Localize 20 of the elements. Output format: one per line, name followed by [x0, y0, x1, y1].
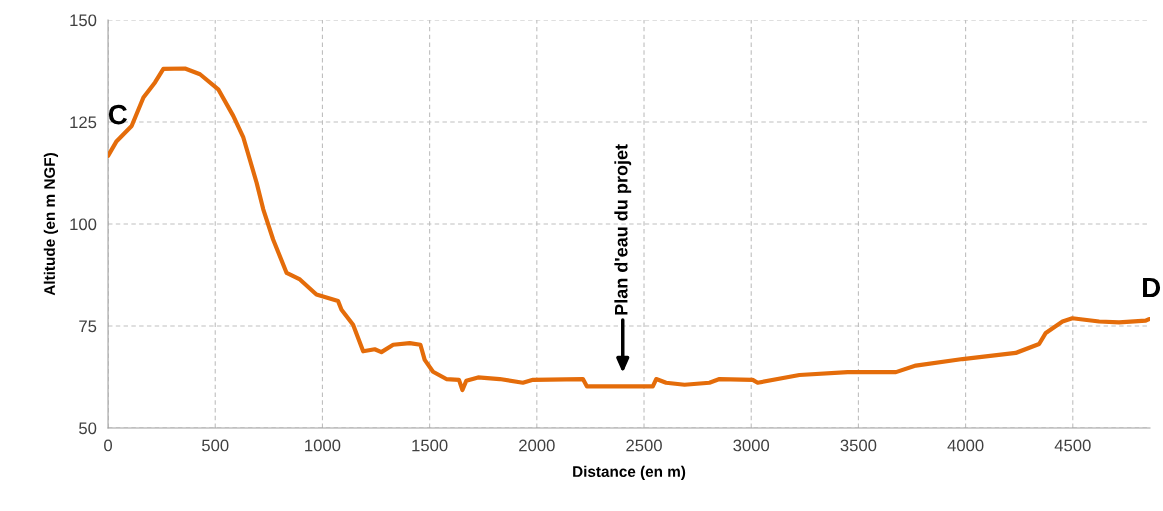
x-tick-label: 1500: [412, 439, 448, 452]
x-axis-title: Distance (en m): [573, 465, 686, 481]
y-tick-label: 100: [70, 218, 97, 231]
x-tick-label: 1000: [305, 439, 341, 452]
annotation: C: [108, 104, 128, 125]
y-tick-label: 75: [79, 320, 97, 333]
x-tick-label: 2500: [626, 439, 662, 452]
annotation: D: [1143, 277, 1161, 298]
x-tick-label: 0: [104, 439, 113, 452]
y-tick-label: 150: [70, 14, 97, 27]
x-tick-label: 4000: [947, 439, 984, 452]
x-tick-label: 3000: [733, 439, 770, 452]
annotation: Plan d'eau du projet: [614, 144, 632, 315]
y-tick-label: 125: [70, 116, 97, 129]
x-tick-label: 500: [202, 439, 229, 452]
y-tick-label: 50: [79, 422, 97, 435]
x-tick-label: 3500: [840, 439, 877, 452]
x-tick-label: 2000: [519, 439, 555, 452]
x-tick-label: 4500: [1054, 439, 1091, 452]
y-axis-title: Altitude (en m NGF): [43, 153, 59, 296]
